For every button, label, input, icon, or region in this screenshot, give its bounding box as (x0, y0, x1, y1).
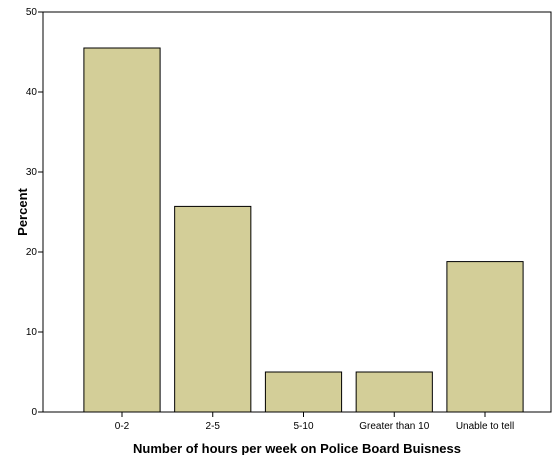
x-tick-label: 5-10 (293, 421, 313, 432)
x-tick-label: Greater than 10 (359, 421, 429, 432)
y-tick-label: 50 (26, 7, 38, 18)
y-tick-label: 40 (26, 87, 38, 98)
y-axis-label: Percent (15, 187, 30, 235)
y-tick-label: 0 (31, 407, 37, 418)
bars (83, 47, 524, 413)
x-tick-label: 0-2 (115, 421, 130, 432)
x-axis: 0-2 2-5 5-10 Greater than 10 Unable to tell (115, 412, 514, 432)
y-axis: 0 10 20 30 40 50 (26, 7, 43, 418)
bar (355, 371, 433, 413)
y-tick-label: 10 (26, 327, 38, 338)
y-tick-label: 20 (26, 247, 38, 258)
bar (446, 261, 524, 413)
bar (83, 47, 161, 413)
y-tick-label: 30 (26, 167, 38, 178)
bar (174, 205, 252, 413)
x-tick-label: Unable to tell (456, 421, 514, 432)
bar (264, 371, 343, 413)
x-tick-label: 2-5 (206, 421, 221, 432)
x-axis-label: Number of hours per week on Police Board… (133, 441, 461, 455)
